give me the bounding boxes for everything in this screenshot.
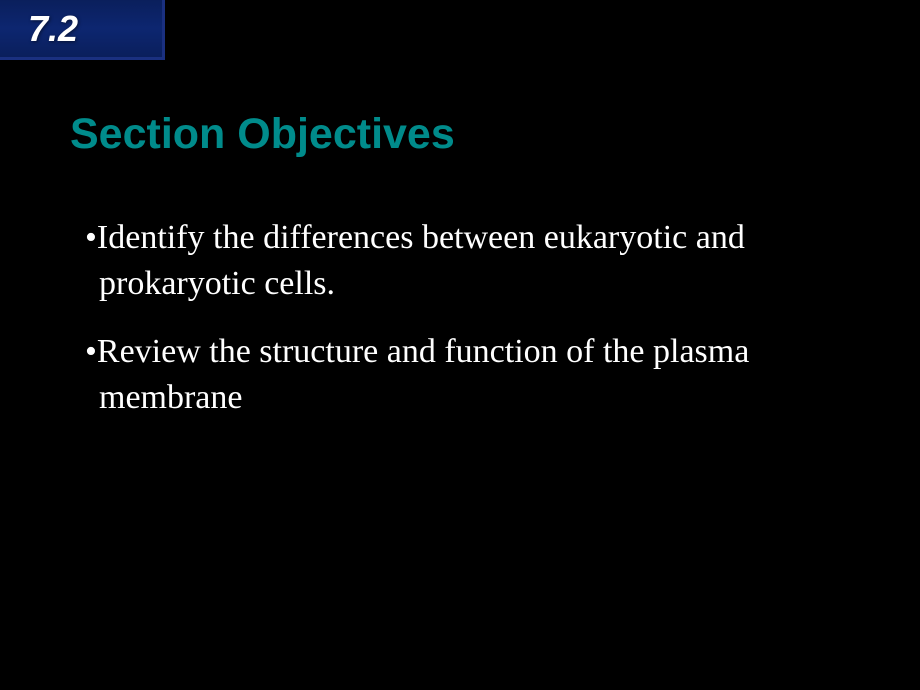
section-tab: 7.2	[0, 0, 165, 60]
section-number: 7.2	[28, 8, 78, 50]
bullet-icon: •	[85, 219, 97, 256]
objective-text: Identify the differences between eukaryo…	[97, 219, 745, 302]
objective-text: Review the structure and function of the…	[97, 333, 749, 416]
objective-item: •Review the structure and function of th…	[85, 329, 845, 421]
bullet-icon: •	[85, 333, 97, 370]
section-title: Section Objectives	[70, 110, 455, 159]
objective-item: •Identify the differences between eukary…	[85, 215, 845, 307]
objectives-list: •Identify the differences between eukary…	[85, 215, 845, 443]
